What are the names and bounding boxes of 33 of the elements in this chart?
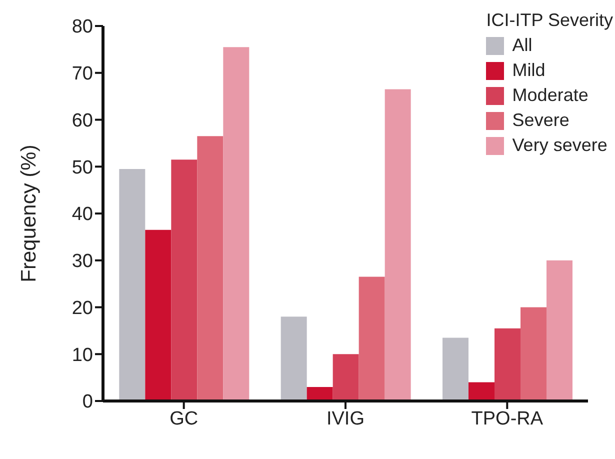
x-tick-label: IVIG [326, 408, 365, 430]
bar [384, 89, 411, 401]
bar [197, 136, 224, 401]
bar [546, 260, 572, 401]
bar [442, 338, 468, 401]
y-tick-label: 20 [72, 298, 93, 319]
bar [332, 354, 359, 401]
y-tick-label: 50 [72, 157, 93, 178]
y-tick-label: 80 [72, 16, 93, 38]
legend-label: Mild [512, 59, 546, 82]
y-axis-title: Frequency (%) [17, 144, 40, 282]
legend-label: All [512, 34, 532, 57]
bar [145, 230, 172, 401]
legend-title: ICI-ITP Severity [486, 9, 613, 32]
y-tick-label: 70 [72, 64, 93, 85]
bar [358, 276, 385, 401]
bar [520, 307, 546, 401]
y-tick-label: 40 [72, 204, 93, 226]
legend-label: Moderate [512, 84, 588, 107]
x-tick-label: TPO-RA [471, 408, 544, 430]
bar [494, 328, 520, 401]
bar [468, 382, 494, 401]
bar [119, 168, 146, 401]
bar [223, 47, 250, 401]
legend-label: Severe [512, 109, 570, 132]
legend-label: Very severe [512, 134, 608, 157]
y-tick-label: 0 [82, 392, 93, 413]
bar [280, 316, 307, 401]
y-tick-label: 30 [72, 251, 93, 272]
x-tick-label: GC [170, 408, 198, 430]
bar [171, 160, 198, 401]
y-tick-label: 10 [72, 344, 93, 366]
y-tick-label: 60 [72, 110, 93, 132]
